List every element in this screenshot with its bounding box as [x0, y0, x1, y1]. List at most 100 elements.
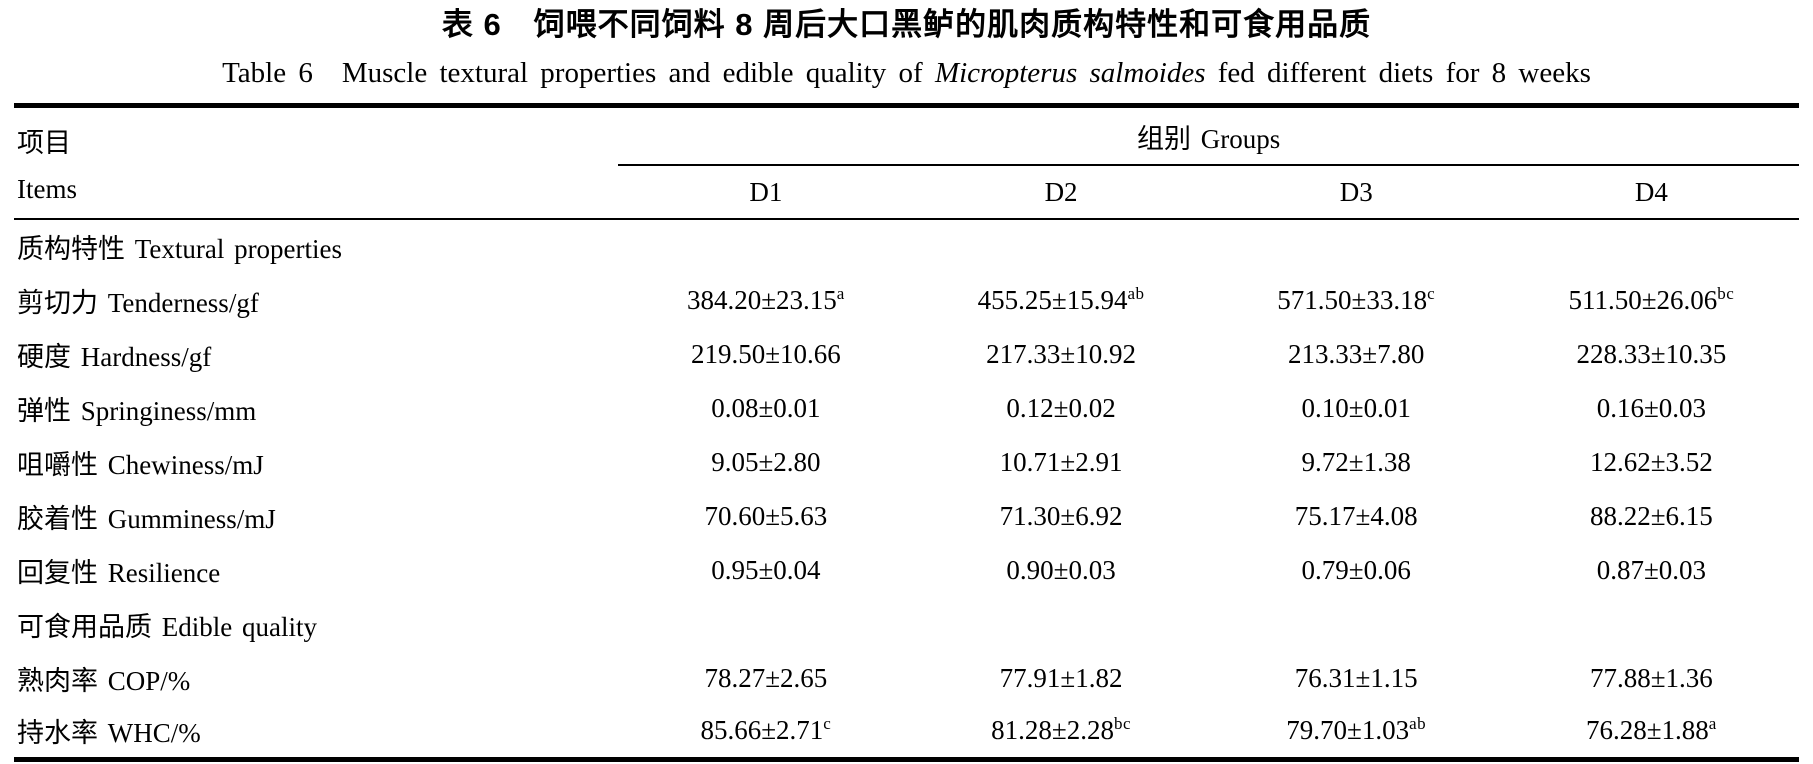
- value-text: 228.33±10.35: [1576, 338, 1727, 369]
- table-row: 熟肉率 COP/% 78.27±2.65 77.91±1.82 76.31±1.…: [14, 651, 1799, 705]
- value-cell: 0.79±0.06: [1209, 543, 1504, 597]
- significance-superscript: c: [1427, 283, 1436, 303]
- value-cell: 75.17±4.08: [1209, 489, 1504, 543]
- value-text: 75.17±4.08: [1294, 500, 1418, 531]
- value-text: 571.50±33.18: [1277, 284, 1428, 315]
- items-label-en: Items: [17, 173, 77, 204]
- table-row: 弹性 Springiness/mm 0.08±0.01 0.12±0.02 0.…: [14, 381, 1799, 435]
- value-cell: 0.12±0.02: [913, 381, 1208, 435]
- value-text: 76.28±1.88: [1585, 715, 1709, 746]
- value-cell: 0.90±0.03: [913, 543, 1208, 597]
- value-cell: 77.88±1.36: [1504, 651, 1799, 705]
- row-label: 咀嚼性 Chewiness/mJ: [17, 449, 264, 480]
- row-label: 持水率 WHC/%: [17, 718, 201, 749]
- value-text: 9.05±2.80: [711, 446, 821, 477]
- table-title-en: Table 6 Muscle textural properties and e…: [0, 56, 1813, 90]
- section-row: 可食用品质 Edible quality: [14, 597, 1799, 651]
- table-title-zh: 表 6 饲喂不同饲料 8 周后大口黑鲈的肌肉质构特性和可食用品质: [441, 7, 1372, 42]
- value-text: 0.16±0.03: [1596, 392, 1707, 423]
- significance-superscript: ab: [1127, 283, 1145, 303]
- group-column-header-d3: D3: [1208, 165, 1504, 220]
- value-cell: 70.60±5.63: [618, 489, 913, 543]
- value-text: 79.70±1.03: [1286, 715, 1410, 746]
- value-cell: 571.50±33.18c: [1209, 273, 1504, 327]
- items-header: 项目 Items: [14, 105, 619, 220]
- value-cell: 219.50±10.66: [618, 327, 913, 381]
- table-head: 项目 Items 组别 Groups D1 D2 D3 D4: [14, 105, 1799, 220]
- table-body: 质构特性 Textural properties 剪切力 Tenderness/…: [14, 219, 1799, 759]
- value-text: 0.90±0.03: [1006, 554, 1116, 585]
- results-table: 项目 Items 组别 Groups D1 D2 D3 D4 质构特性 Text…: [14, 103, 1799, 762]
- value-text: 0.95±0.04: [711, 554, 821, 585]
- value-cell: 12.62±3.52: [1504, 435, 1799, 489]
- value-text: 70.60±5.63: [704, 500, 828, 531]
- value-text: 88.22±6.15: [1589, 500, 1713, 531]
- header-row-groups: 项目 Items 组别 Groups: [14, 105, 1799, 220]
- value-text: 0.87±0.03: [1596, 554, 1707, 585]
- table-title-en-suffix: fed different diets for 8 weeks: [1205, 57, 1591, 89]
- value-text: 12.62±3.52: [1589, 446, 1713, 477]
- groups-header: 组别 Groups: [618, 105, 1799, 167]
- significance-superscript: c: [823, 714, 832, 734]
- value-cell: 0.16±0.03: [1504, 381, 1799, 435]
- value-text: 85.66±2.71: [700, 715, 824, 746]
- row-label: 胶着性 Gumminess/mJ: [17, 503, 276, 534]
- value-text: 0.79±0.06: [1301, 554, 1411, 585]
- value-cell: 9.05±2.80: [618, 435, 913, 489]
- value-text: 81.28±2.28: [991, 715, 1114, 746]
- value-cell: 0.95±0.04: [618, 543, 913, 597]
- table-row: 胶着性 Gumminess/mJ 70.60±5.63 71.30±6.92 7…: [14, 489, 1799, 543]
- value-cell: 0.08±0.01: [618, 381, 913, 435]
- value-text: 0.12±0.02: [1006, 392, 1116, 423]
- value-cell: 9.72±1.38: [1209, 435, 1504, 489]
- value-cell: 228.33±10.35: [1504, 327, 1799, 381]
- value-text: 76.31±1.15: [1294, 662, 1418, 693]
- value-cell: 217.33±10.92: [913, 327, 1208, 381]
- value-text: 71.30±6.92: [999, 500, 1123, 531]
- group-column-header-d4: D4: [1503, 165, 1799, 220]
- value-cell: 213.33±7.80: [1209, 327, 1504, 381]
- value-cell: 77.91±1.82: [913, 651, 1208, 705]
- value-cell: 88.22±6.15: [1504, 489, 1799, 543]
- table-row: 硬度 Hardness/gf 219.50±10.66 217.33±10.92…: [14, 327, 1799, 381]
- value-text: 77.91±1.82: [999, 662, 1123, 693]
- table-title-en-prefix: Table 6 Muscle textural properties and e…: [222, 57, 935, 89]
- items-label-zh: 项目: [17, 128, 71, 159]
- significance-superscript: ab: [1409, 714, 1427, 734]
- value-cell: 71.30±6.92: [913, 489, 1208, 543]
- row-label: 弹性 Springiness/mm: [17, 395, 257, 426]
- row-label: 熟肉率 COP/%: [17, 665, 191, 696]
- value-cell: 455.25±15.94ab: [913, 273, 1208, 327]
- value-text: 219.50±10.66: [690, 338, 841, 369]
- value-text: 384.20±23.15: [686, 284, 837, 315]
- value-text: 78.27±2.65: [704, 662, 828, 693]
- value-cell: 85.66±2.71c: [618, 705, 913, 759]
- value-cell: 0.87±0.03: [1504, 543, 1799, 597]
- significance-superscript: bc: [1717, 283, 1735, 303]
- group-column-header-d1: D1: [618, 165, 914, 220]
- row-label: 剪切力 Tenderness/gf: [17, 287, 259, 318]
- table-row: 持水率 WHC/% 85.66±2.71c 81.28±2.28bc 79.70…: [14, 705, 1799, 759]
- group-column-header-d2: D2: [913, 165, 1209, 220]
- value-text: 77.88±1.36: [1589, 662, 1713, 693]
- species-name-italic: Micropterus salmoides: [934, 57, 1206, 89]
- table-row: 剪切力 Tenderness/gf 384.20±23.15a 455.25±1…: [14, 273, 1799, 327]
- value-cell: 79.70±1.03ab: [1209, 705, 1504, 759]
- value-cell: 81.28±2.28bc: [913, 705, 1208, 759]
- significance-superscript: a: [1708, 714, 1717, 734]
- value-text: 10.71±2.91: [999, 446, 1123, 477]
- value-text: 511.50±26.06: [1568, 284, 1718, 315]
- value-text: 455.25±15.94: [977, 284, 1128, 315]
- significance-superscript: bc: [1113, 714, 1131, 734]
- header-row-diets: D1 D2 D3 D4: [14, 165, 1799, 220]
- value-cell: 10.71±2.91: [913, 435, 1208, 489]
- value-cell: 384.20±23.15a: [618, 273, 913, 327]
- value-cell: 78.27±2.65: [618, 651, 913, 705]
- value-cell: 511.50±26.06bc: [1504, 273, 1799, 327]
- section-row: 质构特性 Textural properties: [14, 219, 1799, 273]
- value-text: 0.08±0.01: [711, 392, 821, 423]
- table-row: 咀嚼性 Chewiness/mJ 9.05±2.80 10.71±2.91 9.…: [14, 435, 1799, 489]
- value-text: 213.33±7.80: [1288, 338, 1425, 369]
- significance-superscript: a: [836, 283, 845, 303]
